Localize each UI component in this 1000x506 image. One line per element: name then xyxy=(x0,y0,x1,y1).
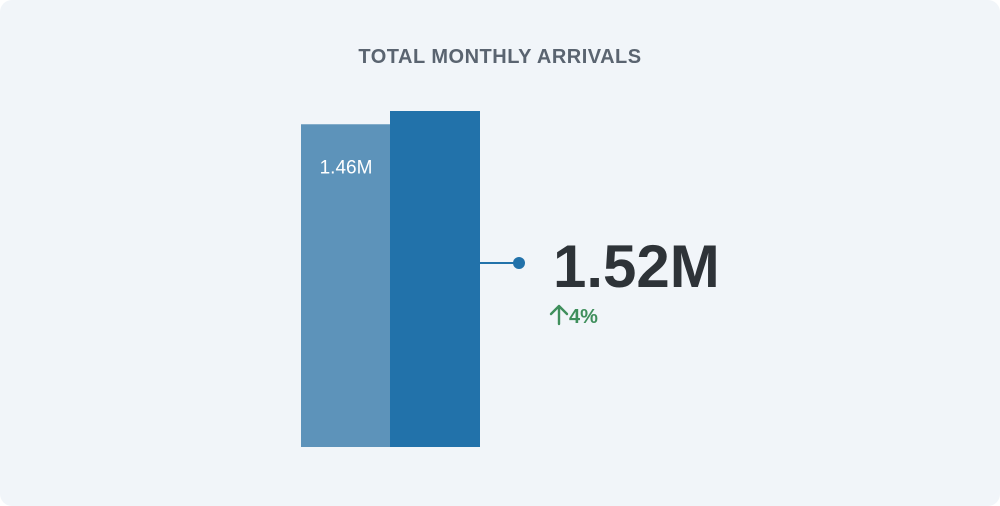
arrow-up-icon xyxy=(549,304,569,326)
kpi-value: 1.52M xyxy=(553,233,720,300)
data-label-previous: 1.46M xyxy=(320,157,373,178)
bar-previous xyxy=(301,124,391,448)
chart-title: TOTAL MONTHLY ARRIVALS xyxy=(358,46,642,68)
connector-dot xyxy=(513,257,525,269)
change-indicator: 4% xyxy=(549,304,598,328)
change-value: 4% xyxy=(569,306,598,328)
bar-current xyxy=(390,111,480,447)
